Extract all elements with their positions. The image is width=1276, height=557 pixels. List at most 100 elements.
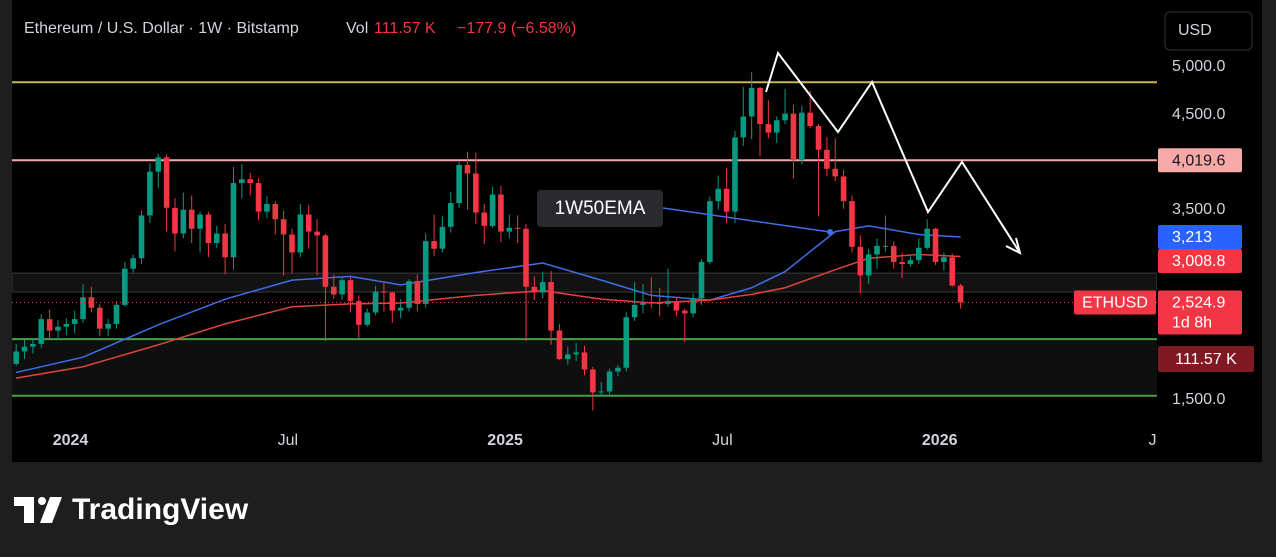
volume-value: 111.57 K: [374, 20, 436, 37]
candle-body: [640, 302, 646, 305]
candle-body: [874, 245, 880, 255]
candle-body: [372, 291, 379, 313]
candle-body: [122, 268, 128, 305]
candle-body: [314, 231, 320, 236]
candle-body: [506, 227, 513, 232]
price-label-box: [1158, 249, 1242, 274]
countdown: 1d 8h: [1172, 315, 1212, 332]
candle-body: [765, 124, 772, 133]
currency-button[interactable]: [1164, 11, 1253, 51]
candle-body: [80, 297, 86, 320]
chart-panel: [12, 0, 1262, 462]
candle-body: [113, 304, 120, 324]
candle-body: [88, 297, 95, 308]
candle-body: [330, 286, 337, 295]
candle-body: [163, 157, 170, 208]
candle-body: [890, 245, 897, 263]
ma-line: [16, 253, 961, 379]
candle-body: [213, 233, 220, 244]
currency: USD: [1178, 22, 1212, 39]
candle-body: [932, 228, 939, 263]
candle-body: [681, 310, 688, 314]
volume-title: Vol: [346, 20, 368, 37]
brand: TradingView: [72, 493, 249, 526]
y-tick-label: 4,500.0: [1172, 106, 1225, 123]
candle-body: [197, 214, 203, 229]
candle-body: [46, 319, 53, 331]
candle-body: [581, 352, 588, 370]
candle-body: [38, 319, 45, 344]
candle-body: [272, 204, 279, 220]
candle-body: [498, 194, 504, 232]
candle-body: [13, 351, 19, 364]
candle-body: [707, 201, 713, 263]
candle-body: [790, 113, 797, 161]
candle-body: [381, 291, 387, 293]
candle-body: [205, 214, 212, 244]
volume-label-box: [1158, 346, 1254, 372]
price-label-box: [1158, 148, 1242, 173]
candle-body: [957, 285, 964, 303]
candle-body: [907, 260, 914, 264]
candle-body: [347, 280, 354, 302]
candle-body: [456, 164, 462, 204]
x-tick-label: 2025: [487, 432, 523, 449]
candle-body: [464, 164, 471, 174]
candle-body: [138, 215, 145, 259]
candle-body: [130, 258, 136, 269]
price-label: 3,008.8: [1172, 253, 1225, 270]
candle-body: [21, 346, 28, 352]
candle-body: [916, 247, 922, 261]
candle-body: [615, 367, 621, 372]
candle-body: [188, 209, 195, 229]
volume-label: 111.57 K: [1175, 351, 1237, 368]
chart-title: Ethereum / U.S. Dollar · 1W · Bitstamp: [24, 20, 299, 37]
y-tick-label: 3,500.0: [1172, 201, 1225, 218]
candle-body: [397, 307, 404, 311]
candle-body: [882, 245, 889, 247]
candle-body: [155, 157, 162, 172]
candle-body: [606, 371, 613, 392]
candle-body: [941, 257, 947, 263]
candle-body: [648, 302, 655, 304]
candle-body: [623, 317, 630, 368]
candle-body: [656, 302, 663, 304]
candle-body: [481, 212, 488, 226]
candle-body: [865, 254, 872, 276]
candle-body: [414, 281, 421, 304]
x-tick-label: 2026: [922, 432, 958, 449]
candle-body: [389, 292, 396, 311]
x-tick-label: 2024: [53, 432, 89, 449]
candle-body: [289, 234, 295, 253]
candle-body: [239, 179, 245, 184]
annotation-box: [537, 190, 663, 227]
candle-body: [857, 246, 864, 276]
candle-body: [539, 282, 546, 293]
candle-body: [30, 343, 36, 347]
candle-body: [690, 298, 696, 314]
candle-body: [573, 352, 579, 355]
candle-body: [548, 282, 554, 331]
candle-body: [255, 183, 262, 212]
candle-body: [773, 120, 780, 133]
annotation-dot: [827, 229, 833, 235]
price-label: 2,524.9: [1172, 295, 1225, 312]
arrow-head: [1005, 237, 1022, 255]
candle-body: [55, 326, 61, 331]
drawn-path: [765, 50, 1021, 254]
candle-body: [105, 323, 111, 329]
candle-body: [757, 87, 763, 125]
price-label: 3,213: [1172, 229, 1212, 246]
candle-body: [305, 214, 312, 232]
candle-body: [849, 201, 855, 247]
candle-body: [180, 209, 187, 234]
candle-body: [172, 207, 178, 234]
candle-body: [673, 301, 680, 311]
candle-body: [339, 280, 345, 295]
candle-body: [96, 307, 103, 329]
candle-body: [473, 173, 479, 213]
candle-body: [807, 112, 813, 126]
candle-body: [832, 168, 839, 177]
y-tick-label: 1,500.0: [1172, 391, 1225, 408]
